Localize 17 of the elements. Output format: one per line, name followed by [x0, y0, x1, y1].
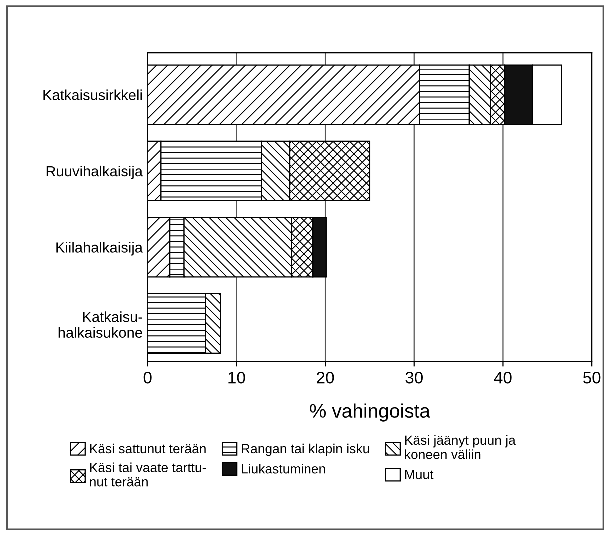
legend-label: Käsi sattunut terään — [90, 444, 206, 454]
x-axis-title: % vahingoista — [310, 404, 430, 422]
x-tick-label: 50 — [583, 372, 601, 384]
x-tick-label: 30 — [406, 372, 423, 384]
legend-label: Liukastuminen — [242, 464, 326, 474]
legend-label: Rangan tai klapin isku — [242, 444, 370, 456]
y-tick-label: Katkaisusirkkeli — [44, 90, 142, 100]
x-tick-label: 40 — [494, 372, 512, 384]
y-tick-label: Kiilahalkaisija — [56, 242, 143, 256]
legend-label: Muut — [405, 470, 434, 480]
legend-label: Käsi jäänyt puun ja koneen väliin — [405, 435, 516, 460]
x-tick-label: 0 — [144, 372, 152, 384]
x-tick-label: 10 — [228, 372, 246, 384]
legend-label: Käsi tai vaate tarttu- nut terään — [90, 462, 206, 487]
x-tick-label: 20 — [317, 372, 334, 384]
y-tick-label: Ruuvihalkaisija — [46, 166, 144, 180]
y-tick-label: Katkaisu- halkaisukone — [58, 312, 142, 338]
